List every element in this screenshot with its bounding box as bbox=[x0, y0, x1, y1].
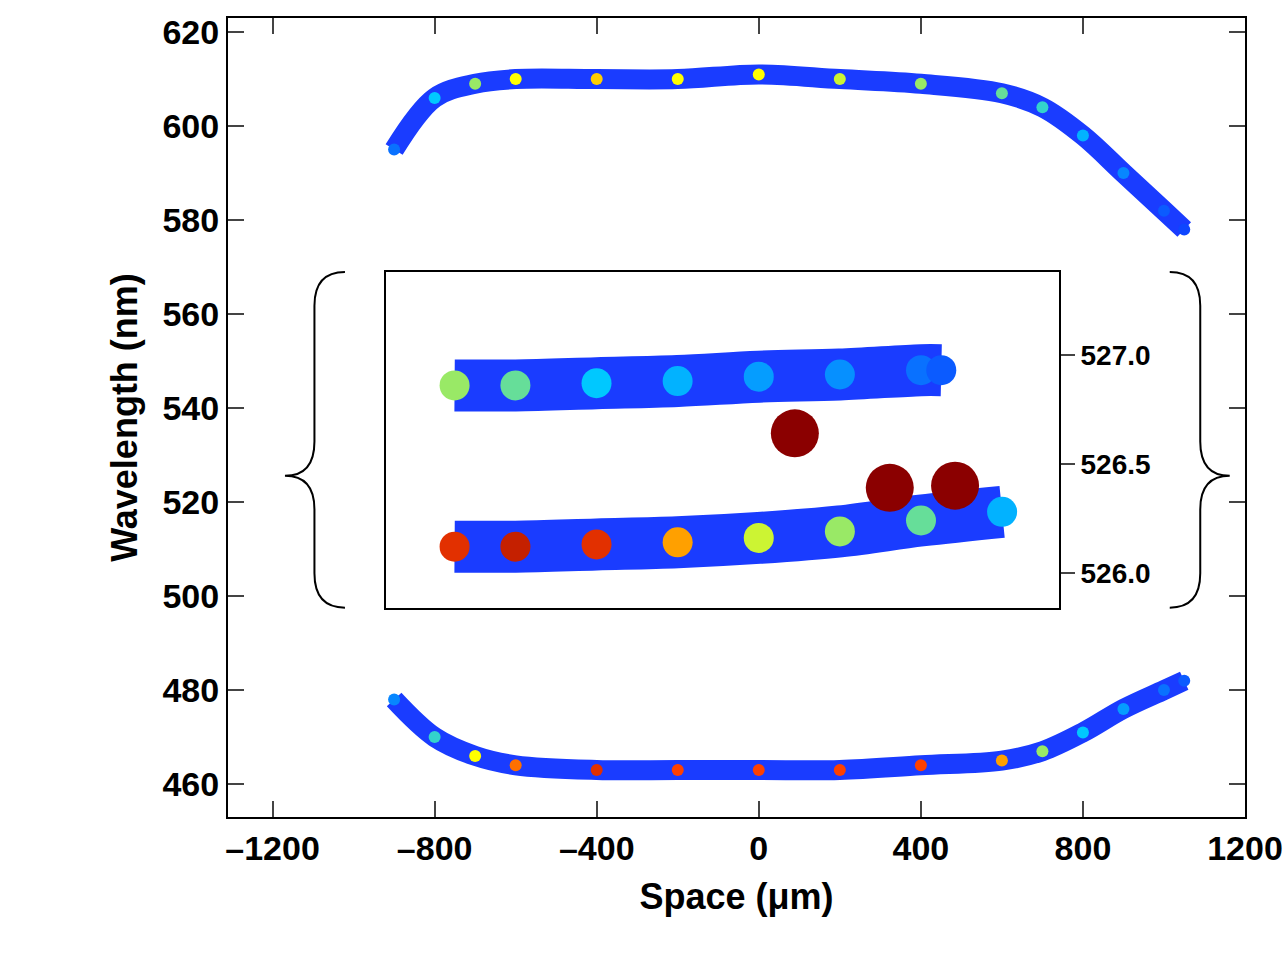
svg-text:400: 400 bbox=[892, 829, 949, 867]
svg-text:800: 800 bbox=[1055, 829, 1112, 867]
svg-text:Wavelength (nm): Wavelength (nm) bbox=[104, 273, 145, 562]
svg-text:–800: –800 bbox=[397, 829, 473, 867]
svg-text:526.5: 526.5 bbox=[1080, 449, 1150, 480]
svg-text:460: 460 bbox=[162, 765, 219, 803]
svg-text:500: 500 bbox=[162, 577, 219, 615]
svg-text:526.0: 526.0 bbox=[1080, 558, 1150, 589]
svg-text:0: 0 bbox=[749, 829, 768, 867]
svg-text:620: 620 bbox=[162, 13, 219, 51]
svg-text:600: 600 bbox=[162, 107, 219, 145]
svg-text:527.0: 527.0 bbox=[1080, 340, 1150, 371]
svg-text:520: 520 bbox=[162, 483, 219, 521]
svg-text:–1200: –1200 bbox=[225, 829, 320, 867]
svg-text:480: 480 bbox=[162, 671, 219, 709]
svg-text:560: 560 bbox=[162, 295, 219, 333]
svg-text:580: 580 bbox=[162, 201, 219, 239]
svg-text:Space (μm): Space (μm) bbox=[639, 876, 833, 917]
svg-text:–400: –400 bbox=[559, 829, 635, 867]
svg-text:540: 540 bbox=[162, 389, 219, 427]
svg-text:1200: 1200 bbox=[1207, 829, 1283, 867]
